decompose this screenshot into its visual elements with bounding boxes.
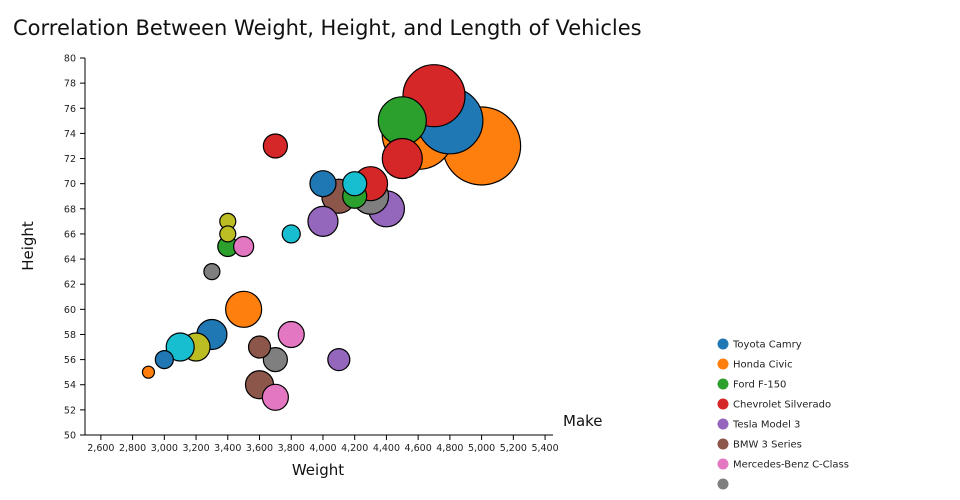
bubble-series (281, 224, 301, 244)
x-tick-label: 4,000 (309, 443, 336, 454)
x-tick-label: 3,600 (246, 443, 273, 454)
bubble-chevrolet-silverado (262, 133, 288, 159)
bubble-mercedes-benz-c-class (261, 383, 289, 411)
y-tick-label: 64 (64, 255, 76, 266)
bubble-mercedes-benz-c-class (233, 235, 255, 258)
legend-label: Ford F-150 (733, 380, 786, 391)
legend-swatch (717, 358, 729, 370)
y-tick-label: 56 (64, 355, 76, 366)
y-tick-label: 70 (64, 179, 76, 190)
y-axis-label: Height (19, 221, 37, 271)
legend-label: Honda Civic (733, 360, 793, 371)
bubble-tesla-model-3 (327, 348, 351, 372)
y-tick-label: 68 (64, 204, 76, 215)
y-tick-label: 74 (64, 129, 76, 140)
x-tick-label: 2,600 (87, 443, 114, 454)
bubble-honda-civic (225, 290, 263, 328)
y-tick-label: 52 (64, 405, 76, 416)
y-tick-label: 60 (64, 305, 76, 316)
x-tick-label: 2,800 (119, 443, 146, 454)
bubble-series (203, 263, 221, 281)
chart-title: Correlation Between Weight, Height, and … (13, 16, 642, 40)
x-tick-label: 4,800 (436, 443, 463, 454)
x-axis-label: Weight (292, 461, 344, 479)
y-tick-label: 54 (64, 380, 76, 391)
bubble-series (342, 171, 368, 197)
x-tick-label: 4,400 (373, 443, 400, 454)
legend-title: Make (563, 412, 603, 430)
legend-swatch (717, 438, 729, 450)
legend-swatch (717, 458, 729, 470)
bubble-toyota-camry (154, 350, 174, 370)
legend-label: Chevrolet Silverado (733, 400, 831, 411)
legend-swatch (717, 338, 729, 350)
y-tick-label: 80 (64, 54, 76, 65)
y-tick-label: 76 (64, 104, 76, 115)
bubble-bmw-3-series (247, 335, 272, 359)
legend-label: Mercedes-Benz C-Class (733, 460, 849, 471)
y-tick-label: 58 (64, 330, 76, 341)
bubble-honda-civic (141, 365, 156, 379)
legend-label: Tesla Model 3 (732, 420, 800, 431)
x-tick-label: 3,000 (151, 443, 178, 454)
x-tick-label: 4,200 (341, 443, 368, 454)
bubble-series (219, 225, 237, 243)
legend-label: BMW 3 Series (733, 440, 802, 451)
legend-swatch (717, 478, 729, 490)
legend-swatch (717, 378, 729, 390)
y-tick-label: 50 (64, 431, 76, 442)
legend-label: Toyota Camry (732, 340, 802, 351)
bubble-toyota-camry (309, 170, 337, 198)
bubble-ford-f-150 (377, 96, 427, 146)
bubble-series (165, 332, 195, 362)
x-tick-label: 5,200 (500, 443, 527, 454)
bubble-mercedes-benz-c-class (277, 320, 305, 349)
y-tick-label: 78 (64, 79, 76, 90)
x-tick-label: 3,400 (214, 443, 241, 454)
legend-swatch (717, 398, 729, 410)
bubble-tesla-model-3 (307, 205, 339, 237)
y-tick-label: 66 (64, 229, 76, 240)
y-tick-label: 62 (64, 280, 76, 291)
bubble-series (262, 347, 288, 373)
x-tick-label: 5,400 (531, 443, 558, 454)
x-tick-label: 4,600 (405, 443, 432, 454)
y-tick-label: 72 (64, 154, 76, 165)
x-tick-label: 3,200 (182, 443, 209, 454)
legend-swatch (717, 418, 729, 430)
x-tick-label: 3,800 (278, 443, 305, 454)
bubble-chevrolet-silverado (381, 137, 423, 180)
x-tick-label: 5,000 (468, 443, 495, 454)
